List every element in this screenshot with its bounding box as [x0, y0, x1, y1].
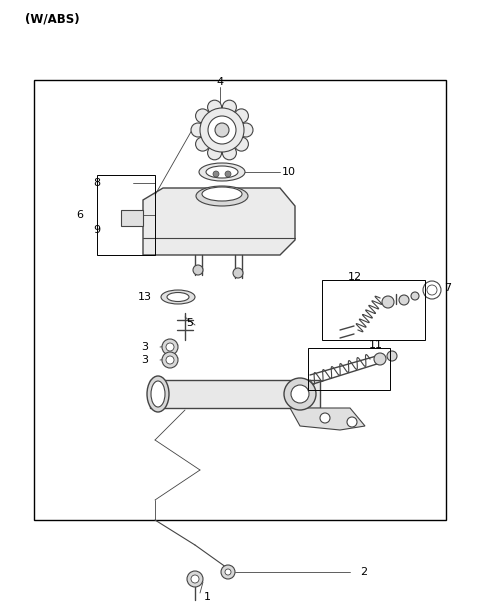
Circle shape	[284, 378, 316, 410]
Bar	[34, 80, 446, 520]
Circle shape	[191, 575, 199, 583]
Text: 11: 11	[369, 340, 383, 350]
Circle shape	[233, 268, 243, 278]
Ellipse shape	[199, 163, 245, 181]
Text: 7: 7	[444, 283, 451, 293]
Circle shape	[215, 123, 229, 137]
Circle shape	[225, 569, 231, 575]
Circle shape	[239, 123, 253, 137]
Circle shape	[411, 292, 419, 300]
Circle shape	[166, 356, 174, 364]
Text: (W/ABS): (W/ABS)	[25, 12, 80, 25]
Circle shape	[427, 285, 437, 295]
Circle shape	[195, 109, 210, 123]
Circle shape	[225, 171, 231, 177]
Circle shape	[195, 137, 210, 151]
Text: 4: 4	[216, 77, 224, 87]
Circle shape	[423, 281, 441, 299]
Circle shape	[222, 100, 237, 114]
Circle shape	[162, 352, 178, 368]
Circle shape	[191, 123, 205, 137]
Text: 2: 2	[360, 567, 367, 577]
Circle shape	[320, 413, 330, 423]
Circle shape	[291, 385, 309, 403]
Polygon shape	[290, 408, 365, 430]
Circle shape	[200, 108, 244, 152]
Circle shape	[234, 109, 249, 123]
Text: 12: 12	[348, 272, 362, 282]
Circle shape	[382, 296, 394, 308]
Circle shape	[213, 171, 219, 177]
Circle shape	[387, 351, 397, 361]
Ellipse shape	[167, 292, 189, 302]
Polygon shape	[143, 188, 295, 255]
Circle shape	[207, 146, 222, 160]
Circle shape	[234, 137, 249, 151]
Text: 8: 8	[93, 178, 100, 188]
Circle shape	[208, 116, 236, 144]
Ellipse shape	[196, 186, 248, 206]
Bar	[150, 380, 320, 408]
Text: 6: 6	[76, 210, 83, 220]
Text: 10: 10	[282, 167, 296, 177]
Circle shape	[221, 565, 235, 579]
Bar	[97, 175, 155, 255]
Circle shape	[193, 265, 203, 275]
Circle shape	[399, 295, 409, 305]
Bar	[121, 210, 143, 226]
Ellipse shape	[147, 376, 169, 412]
Bar	[308, 348, 390, 390]
Circle shape	[374, 353, 386, 365]
Circle shape	[347, 417, 357, 427]
Circle shape	[207, 100, 222, 114]
Text: 9: 9	[93, 225, 100, 235]
Ellipse shape	[161, 290, 195, 304]
Ellipse shape	[202, 187, 242, 201]
Text: 5: 5	[186, 318, 193, 328]
Text: 13: 13	[138, 292, 152, 302]
Circle shape	[187, 571, 203, 587]
Circle shape	[222, 146, 237, 160]
Circle shape	[166, 343, 174, 351]
Circle shape	[162, 339, 178, 355]
Bar	[322, 280, 425, 340]
Ellipse shape	[206, 166, 238, 178]
Text: 3: 3	[141, 355, 148, 365]
Ellipse shape	[151, 381, 165, 407]
Text: 3: 3	[141, 342, 148, 352]
Text: 1: 1	[204, 592, 211, 602]
